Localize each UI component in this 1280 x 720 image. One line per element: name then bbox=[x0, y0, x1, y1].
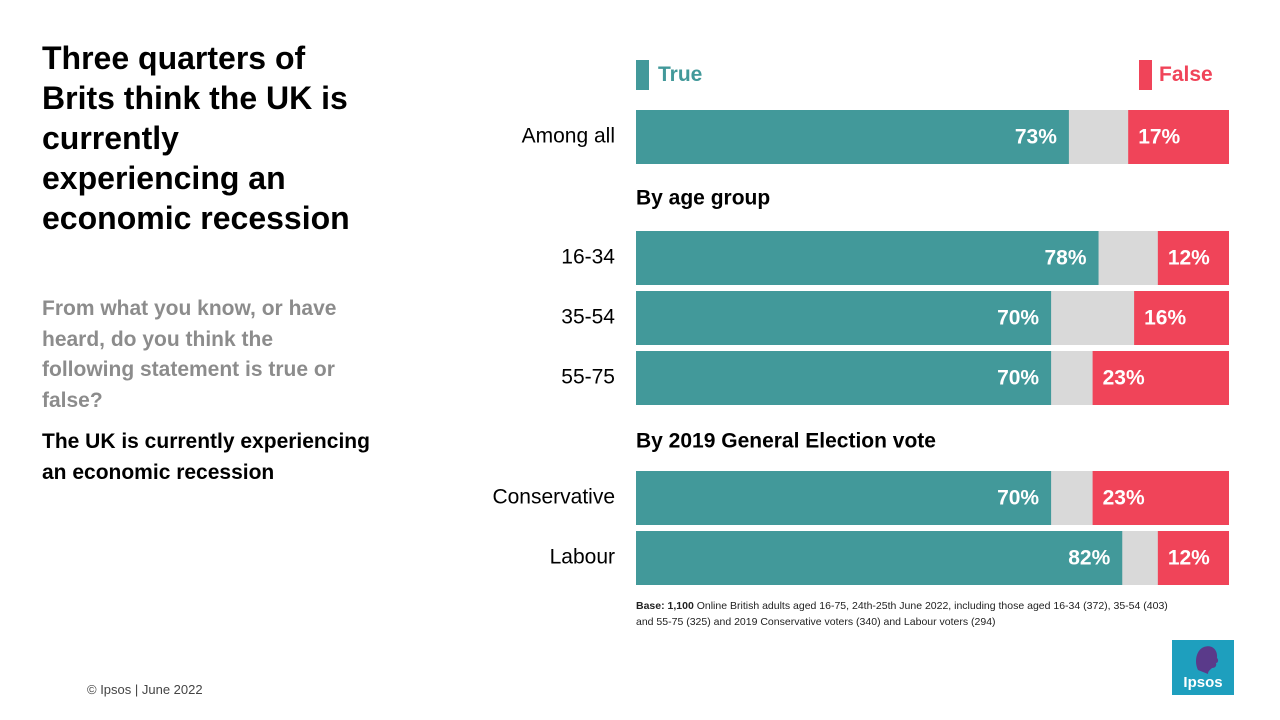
data-label-false: 23% bbox=[1103, 487, 1145, 510]
bar-true bbox=[636, 531, 1123, 585]
bar-false bbox=[1092, 351, 1229, 405]
ipsos-logo: Ipsos bbox=[1172, 640, 1234, 695]
category-label: Conservative bbox=[492, 486, 615, 509]
base-note-text: Online British adults aged 16-75, 24th-2… bbox=[636, 600, 1168, 628]
bar-false bbox=[1128, 110, 1229, 164]
data-label-true: 78% bbox=[1045, 247, 1087, 270]
bar-true bbox=[636, 110, 1069, 164]
bar-true bbox=[636, 351, 1052, 405]
base-note: Base: 1,100 Online British adults aged 1… bbox=[636, 598, 1181, 630]
legend-true-swatch bbox=[636, 60, 649, 90]
category-label: Among all bbox=[522, 125, 615, 148]
copyright-footer: © Ipsos | June 2022 bbox=[87, 682, 203, 697]
head-silhouette-icon bbox=[1196, 646, 1219, 674]
bar-true bbox=[636, 471, 1052, 525]
data-label-true: 82% bbox=[1068, 547, 1110, 570]
bar-false bbox=[1157, 231, 1229, 285]
data-label-false: 12% bbox=[1168, 547, 1210, 570]
data-label-true: 70% bbox=[997, 367, 1039, 390]
group-heading: By 2019 General Election vote bbox=[636, 430, 936, 453]
bar-false bbox=[1157, 531, 1229, 585]
data-label-false: 23% bbox=[1103, 367, 1145, 390]
bar-true bbox=[636, 291, 1052, 345]
bar-false bbox=[1092, 471, 1229, 525]
legend-false-swatch bbox=[1139, 60, 1152, 90]
category-label: 16-34 bbox=[561, 246, 615, 269]
stacked-bar-chart: Among all 73% 17% By age group 16-34 78% 12% 35… bbox=[492, 110, 1229, 585]
category-label: Labour bbox=[550, 546, 615, 569]
bar-false bbox=[1134, 291, 1229, 345]
survey-question: From what you know, or have heard, do yo… bbox=[42, 297, 337, 412]
group-heading: By age group bbox=[636, 187, 770, 210]
data-label-true: 70% bbox=[997, 487, 1039, 510]
legend-true-label: True bbox=[658, 63, 703, 86]
survey-statement: The UK is currently experiencing an econ… bbox=[42, 430, 370, 484]
logo-text: Ipsos bbox=[1183, 674, 1223, 691]
page-title: Three quarters of Brits think the UK is … bbox=[42, 40, 350, 236]
data-label-false: 16% bbox=[1144, 307, 1186, 330]
data-label-true: 70% bbox=[997, 307, 1039, 330]
bar-true bbox=[636, 231, 1099, 285]
category-label: 55-75 bbox=[561, 366, 615, 389]
data-label-true: 73% bbox=[1015, 126, 1057, 149]
data-label-false: 17% bbox=[1138, 126, 1180, 149]
base-note-prefix: Base: 1,100 bbox=[636, 600, 694, 612]
data-label-false: 12% bbox=[1168, 247, 1210, 270]
category-label: 35-54 bbox=[561, 306, 615, 329]
legend-false-label: False bbox=[1159, 63, 1213, 86]
